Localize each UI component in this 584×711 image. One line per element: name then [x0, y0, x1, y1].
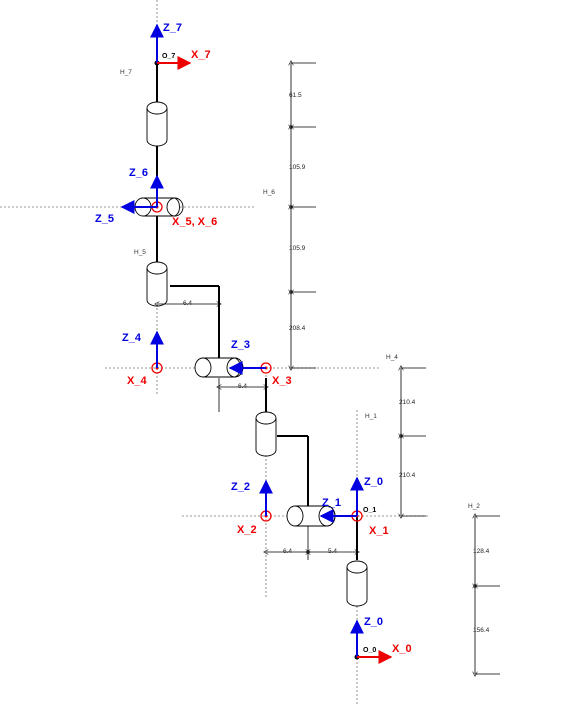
z-axes: [120, 23, 364, 657]
dim-208-4: 208.4: [289, 325, 306, 332]
x-axes: [157, 56, 393, 664]
dim-offset-low-b: 5.4: [328, 548, 337, 555]
label-h6: H_6: [263, 189, 275, 196]
label-h2: H_2: [468, 503, 480, 510]
dim-210-4-b: 210.4: [399, 472, 416, 479]
label-o1: O_1: [363, 507, 376, 514]
dimension-middle: [401, 368, 426, 516]
dimension-lower: [475, 516, 500, 674]
label-o0: O_0: [363, 647, 376, 654]
label-z0-top: Z_0: [364, 476, 383, 488]
label-z4: Z_4: [122, 332, 142, 344]
label-z7: Z_7: [163, 22, 182, 34]
label-x0: X_0: [392, 643, 412, 655]
dimension-upper: [291, 63, 316, 368]
label-x2: X_2: [237, 524, 257, 536]
dim-128-4: 128.4: [473, 548, 490, 555]
joint-cylinder-3b: [255, 411, 277, 457]
frame-labels: Z_7 X_7 O_7 Z_6 Z_5 X_5, X_6 Z_4 X_4 Z_3…: [95, 22, 412, 655]
dimension-offsets: [157, 304, 357, 560]
label-h5: H_5: [134, 249, 146, 256]
label-x7: X_7: [191, 49, 211, 61]
dim-156-4: 156.4: [473, 627, 490, 634]
label-z0: Z_0: [364, 616, 383, 628]
label-h4: H_4: [386, 354, 398, 361]
label-z1: Z_1: [322, 497, 341, 509]
height-labels: H_7 H_6 H_5 H_4 H_1 H_2: [120, 69, 480, 510]
label-h7: H_7: [120, 69, 132, 76]
joint-cylinder-5: [146, 261, 168, 307]
label-z2: Z_2: [231, 481, 250, 493]
links: [156, 63, 358, 560]
dim-61-5: 61.5: [289, 92, 302, 99]
label-z5: Z_5: [95, 213, 114, 225]
dim-offset-upper: 6.4: [183, 300, 192, 307]
label-x4: X_4: [127, 375, 147, 387]
dim-105-9-b: 105.9: [289, 245, 306, 252]
label-o7: O_7: [162, 53, 175, 60]
label-x3: X_3: [272, 375, 292, 387]
dim-offset-mid: 6.4: [238, 383, 247, 390]
dim-offset-low-a: 6.4: [283, 548, 292, 555]
dim-105-9-a: 105.9: [289, 164, 306, 171]
label-h1: H_1: [365, 413, 377, 420]
label-x5-x6: X_5, X_6: [172, 216, 217, 228]
label-z3: Z_3: [231, 339, 250, 351]
label-z6: Z_6: [129, 167, 148, 179]
label-x1: X_1: [369, 525, 389, 537]
dim-210-4-a: 210.4: [399, 399, 416, 406]
joint-cylinder-top: [146, 101, 168, 147]
joint-cylinder-base: [346, 560, 368, 607]
frame-origins: [151, 60, 363, 660]
